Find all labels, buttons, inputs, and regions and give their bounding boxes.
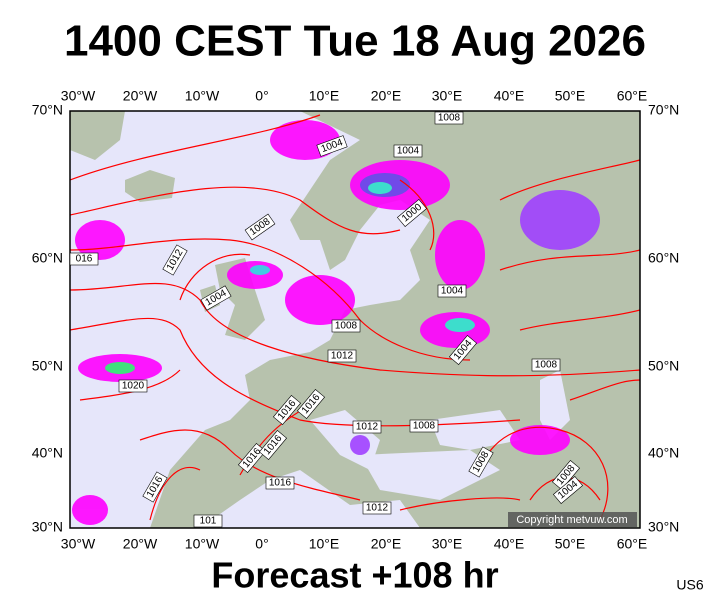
isobar-label-box <box>69 252 99 266</box>
lon-label-bottom: 10°W <box>185 536 220 552</box>
isobar-label: 1012 <box>362 501 392 515</box>
isobar-label: 1008 <box>434 111 464 125</box>
isobar-label-text: 1016 <box>269 478 292 489</box>
lat-label-left: 60°N <box>32 250 63 266</box>
lon-label-top: 60°E <box>617 88 648 104</box>
isobar-label-box <box>409 419 439 433</box>
copyright-box <box>508 512 637 527</box>
isobar-label-text: 1020 <box>122 381 145 392</box>
isobar-label: 1004 <box>393 144 423 158</box>
lat-label-right: 40°N <box>648 445 679 461</box>
lon-label-top: 50°E <box>555 88 586 104</box>
isobar-label-text: 101 <box>200 516 217 527</box>
isobar-label-text: 016 <box>76 254 93 265</box>
isobar-label: 1004 <box>437 284 467 298</box>
lon-label-bottom: 10°E <box>309 536 340 552</box>
lat-label-left: 70°N <box>32 102 63 118</box>
lon-label-top: 20°W <box>123 88 158 104</box>
isobar-label-box <box>265 476 295 490</box>
lat-label-left: 50°N <box>32 358 63 374</box>
isobar-label: 101 <box>193 514 223 528</box>
isobar-label-box <box>448 334 478 366</box>
lon-label-bottom: 30°E <box>432 536 463 552</box>
lat-label-right: 30°N <box>648 519 679 535</box>
lat-label-right: 50°N <box>648 358 679 374</box>
isobar-label-box <box>331 319 361 333</box>
isobar-label-text: 1012 <box>331 351 354 362</box>
lat-label-right: 70°N <box>648 102 679 118</box>
isobar-label-box <box>272 394 302 426</box>
isobar-label-box <box>244 213 276 241</box>
lon-label-bottom: 20°E <box>371 536 402 552</box>
lon-label-bottom: 50°E <box>555 536 586 552</box>
isobar-label: 1012 <box>327 349 357 363</box>
title: 1400 CEST Tue 18 Aug 2026 <box>64 17 646 66</box>
model-code: US6 <box>676 577 703 593</box>
map-frame <box>69 110 641 529</box>
isobar-label-box <box>162 244 188 276</box>
isobar-label-box <box>552 475 584 505</box>
isobar-label-box <box>237 442 267 474</box>
isobar-label-box <box>551 459 581 491</box>
isobar-label-box <box>434 111 464 125</box>
isobar-label-box <box>362 501 392 515</box>
isobar-label-box <box>200 285 232 311</box>
lon-label-bottom: 20°W <box>123 536 158 552</box>
lon-label-top: 30°E <box>432 88 463 104</box>
lon-label-bottom: 40°E <box>494 536 525 552</box>
lon-label-bottom: 60°E <box>617 536 648 552</box>
isobar-label-box <box>531 358 561 372</box>
isobar-label: 1012 <box>352 420 382 434</box>
lon-label-top: 0° <box>255 88 268 104</box>
isobar-label-box <box>258 429 288 461</box>
isobar-label: 1008 <box>409 419 439 433</box>
isobar-label-box <box>316 135 348 157</box>
isobar-label-box <box>468 446 494 478</box>
isobar-label-box <box>142 471 168 503</box>
lon-label-top: 10°W <box>185 88 220 104</box>
isobar-label-text: 1008 <box>438 113 461 124</box>
lat-label-right: 60°N <box>648 250 679 266</box>
isobar-label-text: 1012 <box>366 503 389 514</box>
isobar-label-text: 1004 <box>397 146 420 157</box>
isobar-label-text: 1012 <box>356 422 379 433</box>
isobar-label: 1008 <box>531 358 561 372</box>
isobar-label-text: 1008 <box>335 321 358 332</box>
isobar-label-text: 1004 <box>441 286 464 297</box>
map-area <box>70 111 640 528</box>
isobar-label: 1008 <box>331 319 361 333</box>
isobar-label-text: 1008 <box>413 421 436 432</box>
lon-label-bottom: 30°W <box>61 536 96 552</box>
isobar-label: 1020 <box>118 379 148 393</box>
copyright: Copyright metvuw.com <box>516 514 627 526</box>
lon-label-top: 30°W <box>61 88 96 104</box>
isobar-label: 1016 <box>265 476 295 490</box>
lon-label-top: 40°E <box>494 88 525 104</box>
isobar-label-box <box>393 144 423 158</box>
isobar-label: 016 <box>69 252 99 266</box>
isobar-label-box <box>437 284 467 298</box>
isobar-label-box <box>327 349 357 363</box>
isobar-label-box <box>396 198 428 228</box>
isobar-label-box <box>193 514 223 528</box>
lat-label-left: 30°N <box>32 519 63 535</box>
footer: Forecast +108 hr <box>211 555 498 596</box>
lon-label-bottom: 0° <box>255 536 268 552</box>
lon-label-top: 10°E <box>309 88 340 104</box>
isobar-label-box <box>118 379 148 393</box>
isobar-label-box <box>352 420 382 434</box>
isobar-label-box <box>296 388 326 420</box>
isobar-label-text: 1008 <box>535 360 558 371</box>
lon-label-top: 20°E <box>371 88 402 104</box>
lat-label-left: 40°N <box>32 445 63 461</box>
